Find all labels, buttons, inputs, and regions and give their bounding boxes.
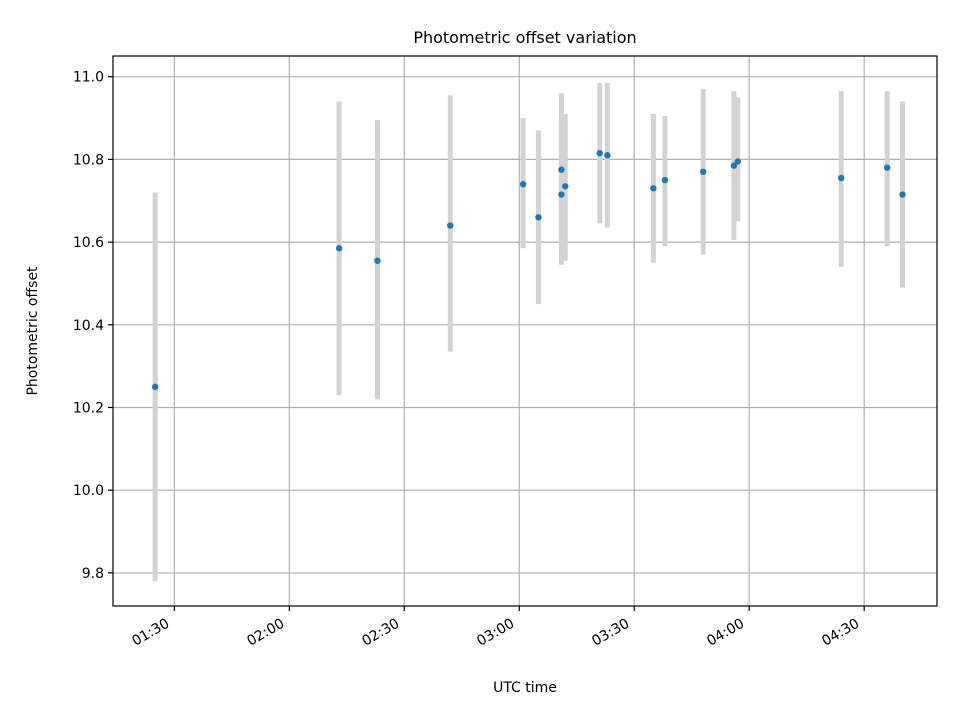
data-point [562,183,569,190]
y-tick-label: 11.0 [73,70,104,86]
y-tick-label: 10.6 [73,235,104,251]
plot-frame [112,55,938,607]
data-point [447,222,454,229]
data-point [700,168,707,175]
y-tick-label: 10.0 [73,483,104,499]
data-point [883,164,891,171]
data-point [596,149,603,157]
data-point [558,191,565,198]
data-point [899,191,906,198]
data-point [661,176,669,184]
data-layer [151,82,906,582]
data-point [650,185,657,192]
data-point [604,152,611,159]
chart-title: Photometric offset variation [413,28,636,47]
y-tick-label: 10.2 [73,401,104,417]
y-axis-label: Photometric offset [25,266,41,396]
y-tick-label: 10.8 [73,152,104,168]
data-point [519,180,527,188]
data-point [335,245,343,252]
x-axis-label: UTC time [493,680,557,696]
y-tick-label: 10.4 [73,318,104,334]
data-point [837,174,845,182]
y-tick-label: 9.8 [82,566,104,582]
data-point [734,158,741,165]
data-point [535,214,542,221]
data-point [730,162,738,169]
data-point [558,166,565,173]
data-point [151,383,159,391]
data-point [374,257,381,264]
